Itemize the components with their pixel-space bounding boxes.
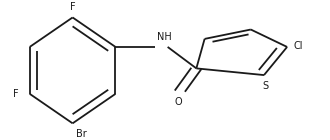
Text: F: F	[70, 2, 76, 12]
Text: Br: Br	[76, 129, 87, 139]
Text: O: O	[174, 97, 182, 107]
Text: NH: NH	[157, 32, 172, 42]
Text: F: F	[13, 89, 18, 99]
Text: S: S	[263, 81, 269, 91]
Text: Cl: Cl	[294, 41, 303, 51]
